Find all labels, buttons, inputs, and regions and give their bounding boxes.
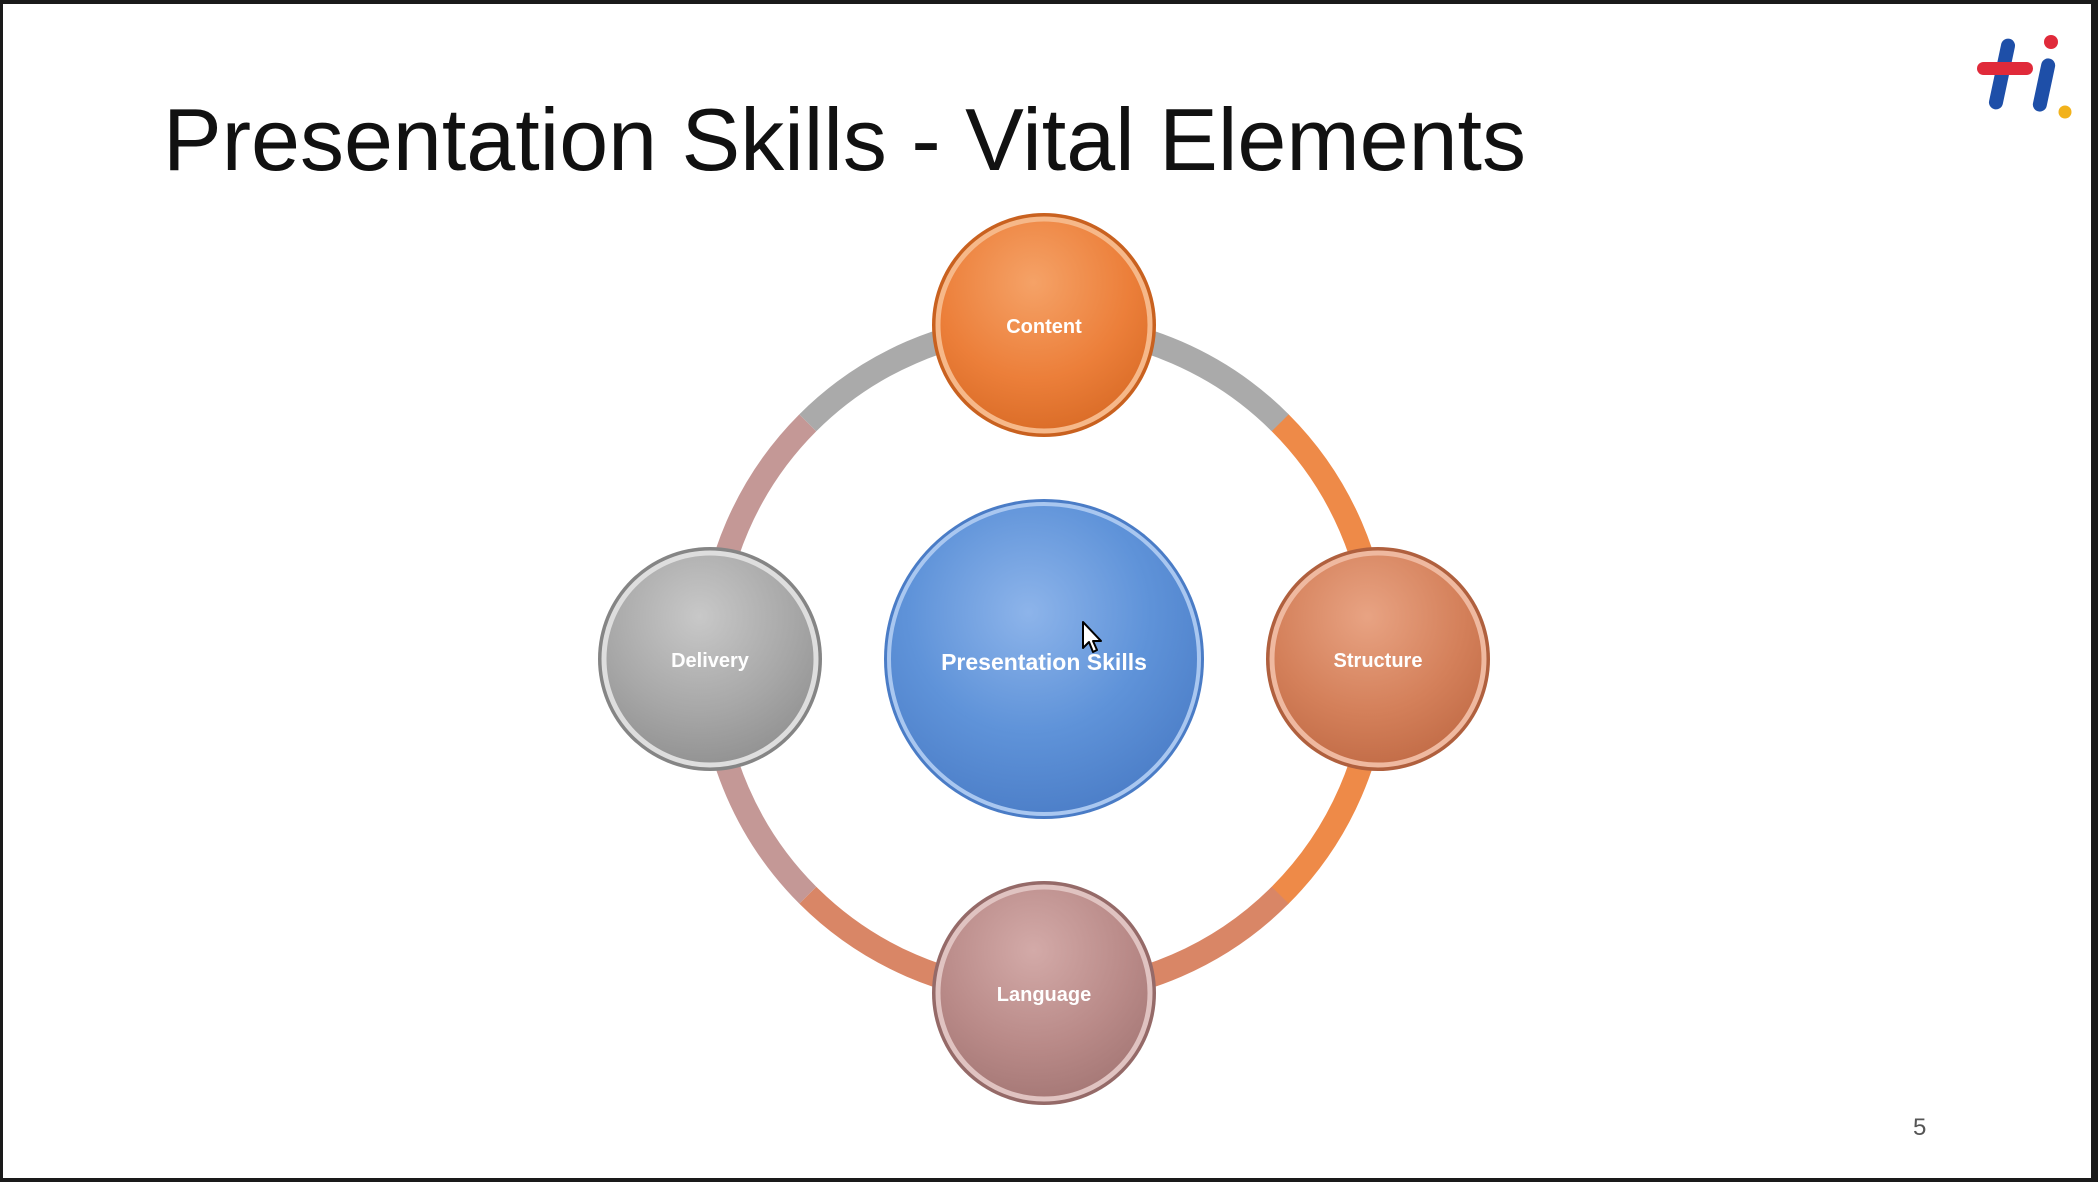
page-number: 5 — [1913, 1114, 1927, 1141]
node-content-label: Content — [1006, 316, 1082, 338]
slide-title: Presentation Skills - Vital Elements — [163, 90, 1526, 189]
node-language[interactable]: Language — [932, 881, 1156, 1105]
mouse-pointer-icon — [1082, 621, 1102, 653]
node-delivery[interactable]: Delivery — [598, 547, 822, 771]
node-structure-label: Structure — [1334, 650, 1423, 672]
slide: Presentation Skills - Vital Elements — [3, 4, 2091, 1178]
hi-brand-logo — [1977, 35, 2072, 119]
cycle-diagram: Presentation Skills Content Structure La… — [598, 213, 1490, 1105]
node-structure[interactable]: Structure — [1266, 547, 1490, 771]
node-language-label: Language — [997, 984, 1091, 1006]
center-node[interactable]: Presentation Skills — [884, 499, 1204, 819]
center-node-label: Presentation Skills — [941, 649, 1147, 675]
node-delivery-label: Delivery — [671, 650, 750, 672]
node-content[interactable]: Content — [932, 213, 1156, 437]
